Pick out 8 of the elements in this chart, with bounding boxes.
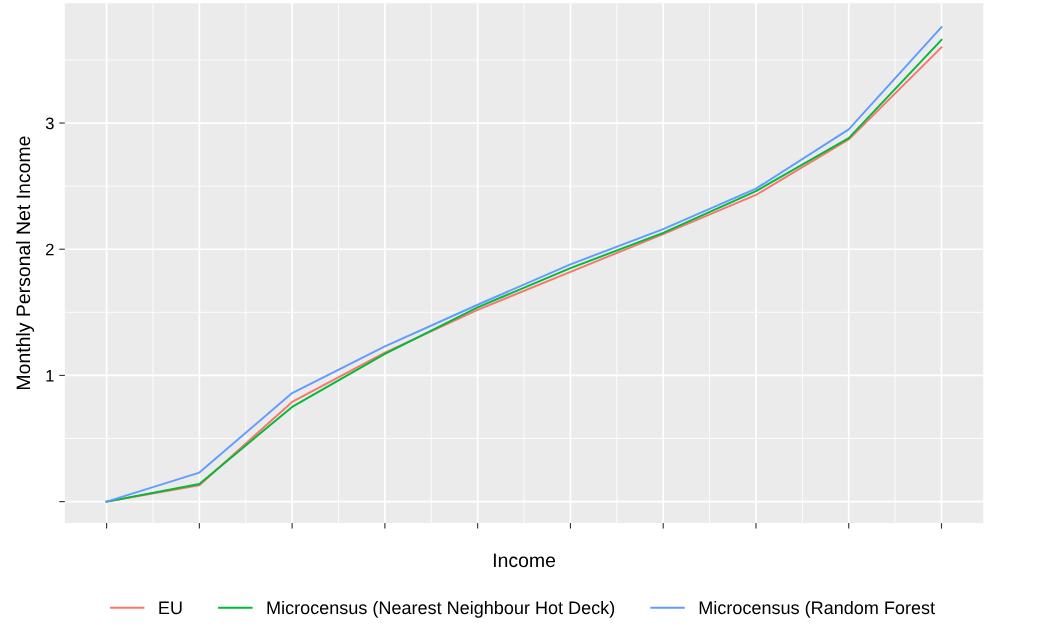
legend-label: EU xyxy=(159,601,182,615)
y-tick-label: 3 xyxy=(45,117,54,130)
y-tick-label: 2 xyxy=(46,243,54,256)
legend-label: Microcensus (Nearest Neighbour Hot Deck) xyxy=(267,600,615,618)
x-axis-title: Income xyxy=(493,553,556,568)
legend-label: Microcensus (Random Forest xyxy=(699,600,935,618)
y-axis-title: Monthly Personal Net Income xyxy=(15,136,35,390)
y-tick-label: 1 xyxy=(46,369,54,382)
